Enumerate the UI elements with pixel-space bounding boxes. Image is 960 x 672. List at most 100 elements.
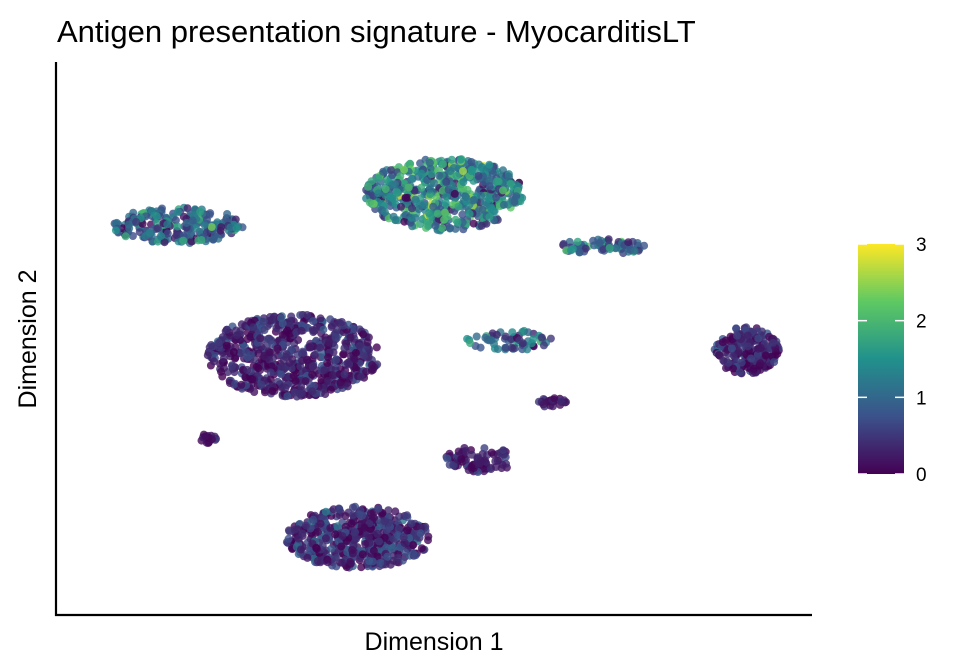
scatter-point	[487, 336, 496, 345]
scatter-point	[527, 339, 536, 348]
scatter-point	[718, 338, 727, 347]
scatter-point	[420, 201, 429, 210]
scatter-point	[485, 195, 493, 203]
scatter-point	[232, 331, 241, 340]
scatter-point	[357, 563, 366, 572]
scatter-point	[404, 183, 413, 192]
scatter-point	[393, 553, 402, 562]
scatter-point	[734, 347, 743, 356]
scatter-point	[447, 155, 456, 164]
scatter-point	[384, 506, 393, 515]
scatter-point	[380, 517, 389, 526]
scatter-point	[324, 353, 333, 362]
scatter-point	[217, 367, 225, 376]
scatter-point	[581, 244, 590, 253]
scatter-point	[266, 368, 275, 377]
scatter-point	[611, 244, 620, 253]
scatter-point	[770, 358, 779, 367]
scatter-point	[297, 545, 305, 554]
scatter-point	[200, 221, 209, 230]
scatter-point	[426, 190, 435, 199]
colorbar: 0 1 2 3	[858, 235, 927, 486]
scatter-point	[327, 544, 336, 553]
scatter-point	[331, 333, 340, 342]
scatter-point	[365, 198, 374, 207]
scatter-point	[400, 217, 409, 226]
scatter-point	[480, 444, 489, 453]
scatter-point	[417, 544, 426, 553]
scatter-point	[449, 164, 458, 172]
scatter-point	[351, 348, 360, 357]
scatter-point	[260, 326, 269, 334]
scatter-point	[369, 546, 378, 555]
scatter-point	[433, 209, 442, 218]
scatter-point	[374, 189, 383, 198]
scatter-point	[303, 311, 312, 319]
scatter-point	[283, 326, 292, 335]
scatter-point	[303, 553, 312, 562]
scatter-point	[349, 511, 357, 520]
scatter-point	[423, 176, 432, 184]
scatter-point	[383, 526, 391, 535]
scatter-point	[477, 221, 486, 230]
scatter-point	[375, 537, 383, 546]
scatter-point	[507, 343, 516, 352]
scatter-point	[438, 224, 446, 232]
chart-title: Antigen presentation signature - Myocard…	[57, 14, 696, 49]
scatter-point	[452, 171, 461, 180]
scatter-point	[467, 165, 476, 174]
scatter-point	[254, 364, 263, 373]
scatter-point	[214, 338, 223, 347]
scatter-point	[449, 461, 458, 470]
scatter-point	[480, 467, 488, 476]
scatter-point	[259, 317, 268, 326]
scatter-point	[179, 236, 188, 245]
scatter-point	[397, 202, 405, 211]
scatter-point	[326, 524, 335, 532]
scatter-point	[363, 338, 372, 347]
scatter-point	[349, 325, 358, 333]
scatter-point	[504, 172, 513, 181]
scatter-point	[210, 357, 218, 366]
colorbar-tick-label: 2	[916, 312, 927, 333]
scatter-point	[237, 320, 246, 329]
scatter-point	[518, 327, 527, 336]
scatter-point	[350, 355, 359, 364]
scatter-point	[188, 216, 197, 225]
scatter-point	[726, 332, 735, 341]
scatter-point	[182, 218, 191, 227]
scatter-point	[281, 383, 290, 392]
scatter-point	[341, 512, 350, 521]
scatter-point	[285, 358, 294, 367]
scatter-point	[218, 333, 227, 342]
scatter-point	[326, 385, 335, 394]
scatter-point	[491, 193, 500, 202]
scatter-point	[453, 218, 462, 227]
scatter-point	[265, 348, 274, 357]
scatter-point	[347, 519, 356, 528]
scatter-point	[604, 235, 613, 244]
scatter-point	[340, 370, 349, 379]
scatter-point	[394, 525, 403, 533]
scatter-point	[491, 457, 500, 466]
scatter-point	[414, 205, 423, 214]
scatter-point	[321, 390, 330, 399]
scatter-point	[376, 558, 385, 567]
scatter-point	[308, 362, 317, 371]
scatter-point	[550, 394, 559, 403]
scatter-point	[559, 239, 568, 248]
scatter-point	[223, 368, 232, 377]
scatter-point	[296, 389, 304, 398]
scatter-point	[515, 336, 524, 345]
scatter-point	[743, 331, 752, 340]
scatter-point	[477, 191, 486, 200]
scatter-point	[424, 536, 432, 545]
scatter-point	[465, 209, 474, 218]
scatter-point	[172, 231, 181, 240]
scatter-point	[309, 515, 318, 524]
scatter-point	[359, 330, 368, 339]
scatter-point	[277, 370, 285, 379]
scatter-point	[125, 224, 134, 233]
scatter-point	[512, 192, 521, 201]
scatter-point	[328, 371, 337, 380]
